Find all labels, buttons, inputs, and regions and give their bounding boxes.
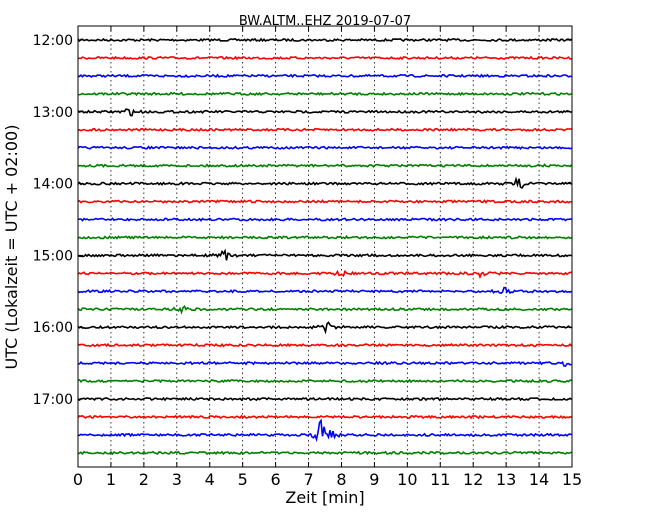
trace-1245 bbox=[77, 91, 572, 97]
x-tick-label: 10 bbox=[397, 470, 417, 489]
grid-lines bbox=[110, 26, 540, 467]
plot-frame bbox=[77, 25, 573, 468]
x-tick-label: 0 bbox=[73, 470, 83, 489]
x-axis: 0 1 2 3 4 5 6 7 8 9 10 11 12 13 14 15 bbox=[73, 26, 582, 489]
x-tick-label: 12 bbox=[463, 470, 483, 489]
trace-1500 bbox=[77, 248, 572, 261]
x-tick-label: 2 bbox=[139, 470, 149, 489]
x-tick-label: 13 bbox=[496, 470, 516, 489]
trace-1445 bbox=[77, 235, 572, 240]
x-tick-label: 4 bbox=[205, 470, 215, 489]
trace-1330 bbox=[77, 145, 572, 150]
x-tick-label: 8 bbox=[336, 470, 346, 489]
chart-title: BW.ALTM..EHZ 2019-07-07 bbox=[239, 14, 411, 29]
x-tick-label: 1 bbox=[106, 470, 116, 489]
trace-1645 bbox=[77, 378, 572, 384]
trace-1400 bbox=[77, 176, 573, 190]
x-tick-label: 3 bbox=[172, 470, 182, 489]
trace-1515 bbox=[77, 269, 572, 280]
x-tick-label: 7 bbox=[303, 470, 313, 489]
x-tick-label: 6 bbox=[271, 470, 281, 489]
trace-1345 bbox=[77, 163, 573, 168]
trace-1545 bbox=[77, 304, 572, 315]
y-tick-label: 14:00 bbox=[33, 177, 73, 193]
trace-1730 bbox=[77, 418, 572, 443]
y-tick-label: 16:00 bbox=[33, 320, 73, 336]
y-tick-label: 13:00 bbox=[33, 105, 73, 121]
trace-1700 bbox=[77, 396, 572, 402]
trace-1715 bbox=[77, 414, 572, 420]
x-tick-label: 14 bbox=[529, 470, 549, 489]
x-tick-label: 9 bbox=[369, 470, 379, 489]
x-axis-label: Zeit [min] bbox=[285, 488, 364, 507]
trace-1300 bbox=[77, 108, 572, 117]
x-tick-label: 15 bbox=[562, 470, 582, 489]
trace-1415 bbox=[77, 199, 572, 204]
trace-1315 bbox=[77, 127, 572, 132]
y-axis-label: UTC (Lokalzeit = UTC + 02:00) bbox=[2, 125, 21, 370]
x-tick-label: 5 bbox=[238, 470, 248, 489]
trace-1615 bbox=[77, 342, 573, 348]
trace-1600 bbox=[77, 321, 572, 335]
traces bbox=[77, 37, 573, 456]
trace-1200 bbox=[77, 37, 573, 43]
trace-1530 bbox=[77, 286, 572, 295]
y-tick-label: 12:00 bbox=[33, 33, 73, 49]
trace-1430 bbox=[77, 217, 572, 222]
y-axis: 12:00 13:00 14:00 15:00 16:00 17:00 bbox=[33, 33, 572, 408]
y-tick-label: 17:00 bbox=[33, 392, 73, 408]
trace-1630 bbox=[77, 360, 572, 367]
trace-1745 bbox=[77, 450, 572, 456]
trace-1215 bbox=[77, 55, 572, 61]
x-tick-label: 11 bbox=[430, 470, 450, 489]
trace-1230 bbox=[77, 73, 572, 79]
y-tick-label: 15:00 bbox=[33, 248, 73, 264]
